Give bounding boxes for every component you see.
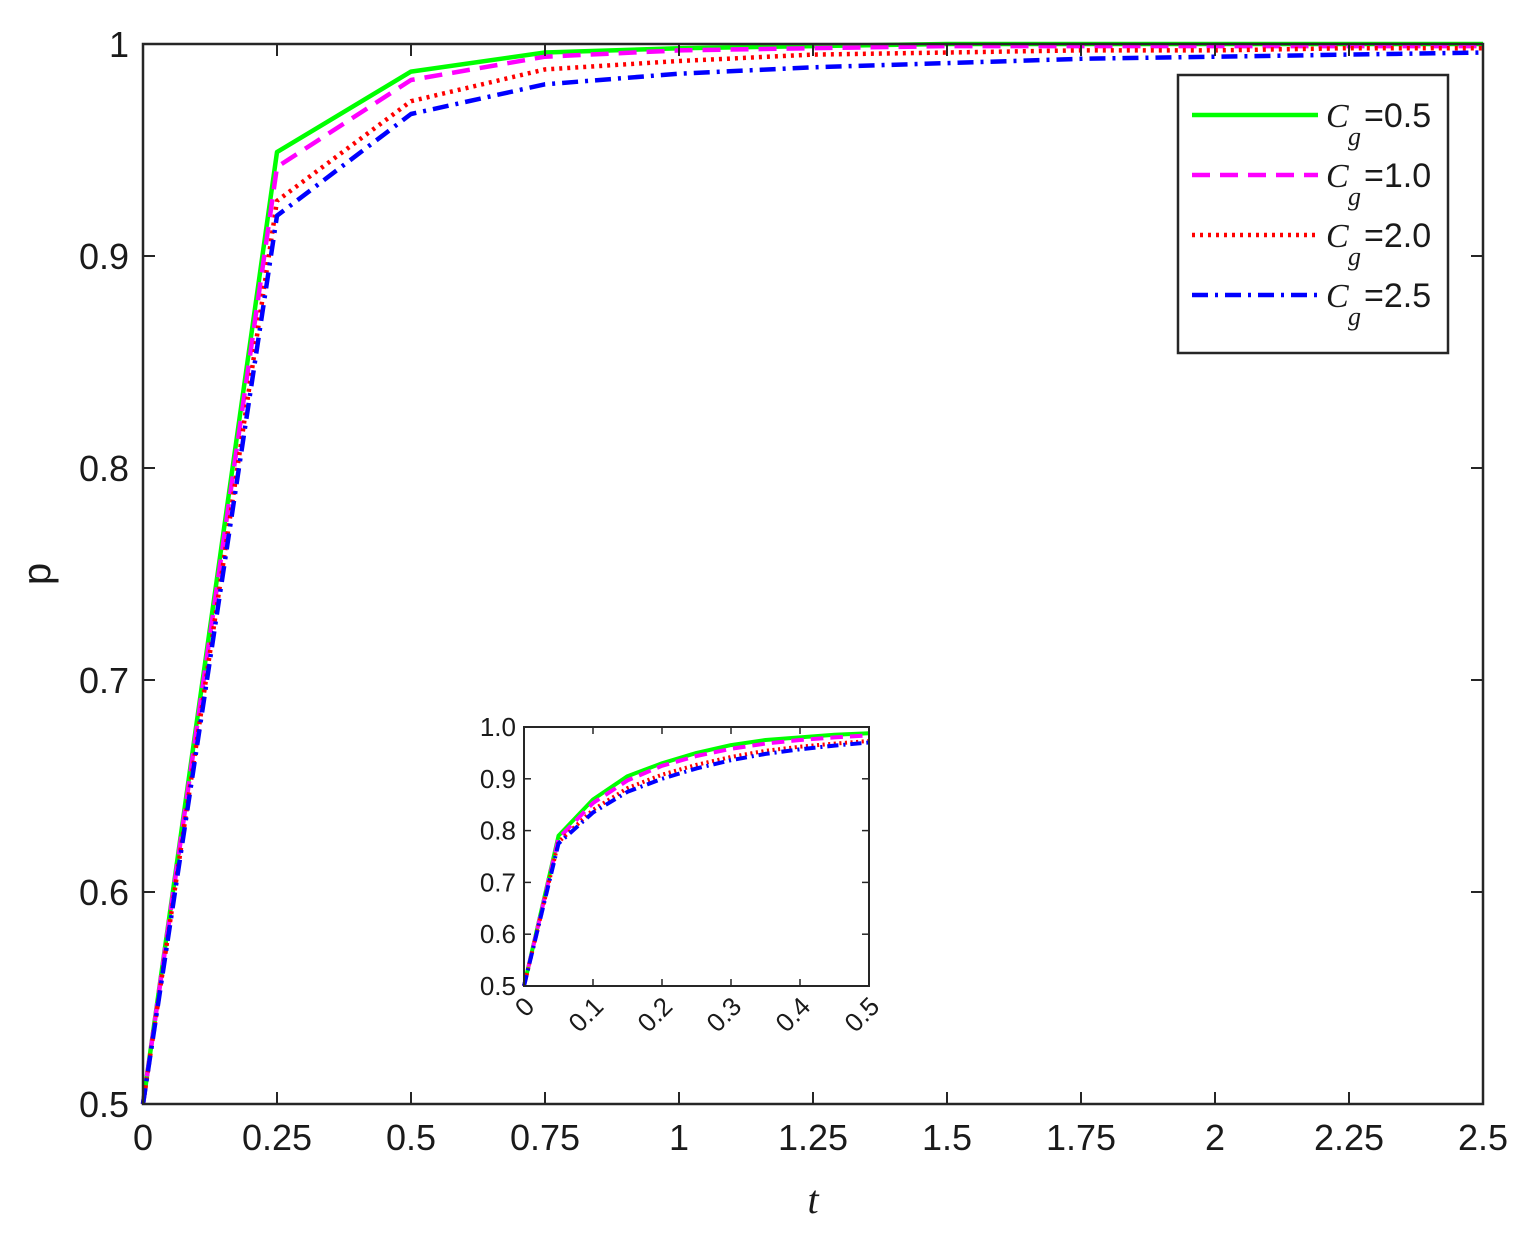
inset-axes-box [523, 726, 870, 987]
legend: Cg=0.5Cg=1.0Cg=2.0Cg=2.5 [1176, 73, 1450, 355]
inset-y-tick-label: 0.8 [480, 816, 516, 846]
legend-value: =0.5 [1364, 97, 1431, 135]
legend-subscript: g [1348, 302, 1361, 331]
series-line-4 [140, 50, 1484, 1105]
y-axis-label: p [15, 563, 59, 585]
y-tick-label: 0.7 [79, 660, 129, 701]
inset-y-tick-label: 0.6 [480, 919, 516, 949]
inset-y-tick-label: 0.9 [480, 764, 516, 794]
y-tick-label: 0.9 [79, 236, 129, 277]
inset-y-tick-label: 0.5 [480, 971, 516, 1001]
x-tick-label: 0.75 [510, 1117, 580, 1158]
legend-subscript: g [1348, 122, 1361, 151]
legend-box [1176, 73, 1450, 355]
legend-symbol: C [1326, 218, 1349, 255]
series-line-3 [140, 45, 1483, 1105]
y-tick-label: 0.6 [79, 872, 129, 913]
legend-value: =1.0 [1364, 157, 1431, 195]
x-tick-label: 1.5 [922, 1117, 972, 1158]
legend-symbol: C [1326, 98, 1349, 135]
inset-y-tick-label: 1.0 [480, 712, 516, 742]
inset-series-line-2 [522, 733, 870, 987]
x-tick-label: 0.25 [242, 1117, 312, 1158]
x-tick-label: 2.5 [1458, 1117, 1508, 1158]
series-line-2 [140, 43, 1483, 1105]
x-tick-label: 1.75 [1046, 1117, 1116, 1158]
legend-symbol: C [1326, 278, 1349, 315]
legend-value: =2.5 [1364, 277, 1431, 315]
x-tick-label: 1.25 [778, 1117, 848, 1158]
y-tick-label: 0.8 [79, 448, 129, 489]
x-tick-label: 0.5 [386, 1117, 436, 1158]
x-tick-label: 2.25 [1314, 1117, 1384, 1158]
legend-value: =2.0 [1364, 217, 1431, 255]
legend-subscript: g [1348, 182, 1361, 211]
inset-y-tick-label: 0.7 [480, 867, 516, 897]
x-tick-label: 2 [1205, 1117, 1225, 1158]
legend-subscript: g [1348, 242, 1361, 271]
x-tick-label: 0 [133, 1117, 153, 1158]
x-tick-label: 1 [669, 1117, 689, 1158]
legend-symbol: C [1326, 158, 1349, 195]
x-axis-label: t [807, 1177, 819, 1222]
y-tick-label: 0.5 [79, 1084, 129, 1125]
inset-series-line-4 [522, 740, 870, 987]
inset-series-line-1 [522, 731, 870, 987]
y-tick-label: 1 [109, 24, 129, 65]
